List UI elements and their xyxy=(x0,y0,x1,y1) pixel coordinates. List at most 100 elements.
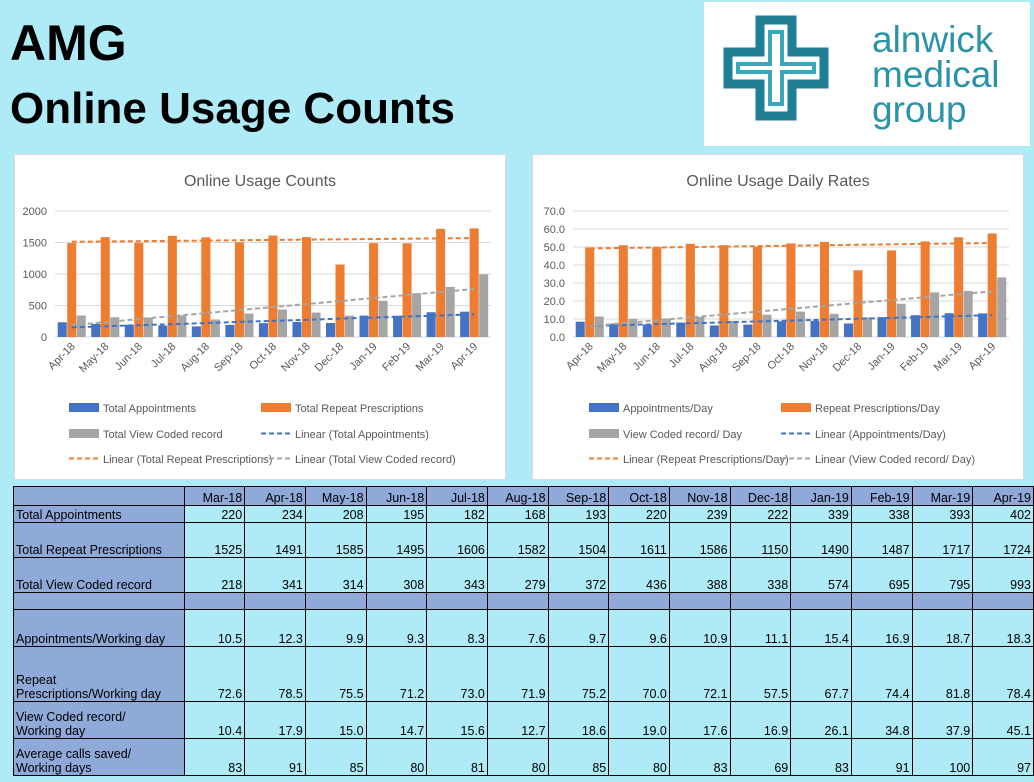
bar xyxy=(709,325,719,337)
table-row: Total Appointments 220 234 208 195 182 168 193 2… xyxy=(13,505,1034,523)
table-cell: 17.9 xyxy=(244,701,306,739)
bar xyxy=(210,319,220,337)
x-tick-label: Mar-19 xyxy=(932,341,965,374)
bar xyxy=(177,315,187,337)
legend-label: Linear (Appointments/Day) xyxy=(815,429,946,441)
table-cell: 308 xyxy=(365,557,428,593)
table-cell: 81 xyxy=(426,738,488,776)
table-cell: 222 xyxy=(729,505,792,523)
row-label: Total Repeat Prescriptions xyxy=(13,522,185,558)
table-cell: 72.6 xyxy=(183,646,246,702)
table-cell: 402 xyxy=(972,505,1034,523)
bar xyxy=(954,237,964,337)
bar xyxy=(460,311,470,337)
bar xyxy=(124,324,134,337)
y-tick-label: 0.0 xyxy=(550,332,565,344)
table-cell: 80 xyxy=(486,738,549,776)
table-cell: 388 xyxy=(668,557,731,593)
legend-swatch xyxy=(589,429,619,438)
x-tick-label: Feb-19 xyxy=(380,341,413,374)
trendline xyxy=(71,313,475,329)
bar xyxy=(277,309,287,337)
table-cell: 1606 xyxy=(426,522,488,558)
table-cell: 695 xyxy=(850,557,913,593)
table-cell: 9.6 xyxy=(608,609,670,647)
x-tick-label: Aug-18 xyxy=(178,341,212,375)
table-cell xyxy=(850,592,913,610)
row-label: Appointments/Working day xyxy=(13,609,185,647)
bar xyxy=(843,323,854,337)
bar xyxy=(676,322,686,337)
bar xyxy=(359,315,369,337)
trendline xyxy=(589,314,993,327)
logo-text: alnwick medical group xyxy=(872,21,1000,128)
bar xyxy=(393,315,403,337)
table-cell: 436 xyxy=(608,557,670,593)
table-cell: 393 xyxy=(911,505,974,523)
bar xyxy=(268,235,278,337)
bar xyxy=(100,237,110,337)
bar xyxy=(436,228,446,337)
legend-label: Linear (Repeat Prescriptions/Day) xyxy=(623,454,789,466)
table-cell: 67.7 xyxy=(790,646,852,702)
table-cell: 91 xyxy=(850,738,913,776)
x-tick-label: Nov-18 xyxy=(797,341,831,375)
y-tick-label: 1000 xyxy=(23,269,47,281)
table-cell: 14.7 xyxy=(365,701,428,739)
bar xyxy=(887,250,897,337)
legend-label: Total View Coded record xyxy=(103,429,223,441)
table-cell xyxy=(608,592,670,610)
x-tick-label: Oct-18 xyxy=(765,341,797,373)
x-tick-label: Jul-18 xyxy=(149,341,179,371)
bar xyxy=(896,303,906,337)
column-header: Oct-18 xyxy=(608,486,670,506)
bar xyxy=(920,241,930,337)
table-cell: 78.5 xyxy=(244,646,306,702)
table-cell: 71.9 xyxy=(486,646,549,702)
y-tick-label: 1500 xyxy=(23,238,47,250)
table-cell: 795 xyxy=(911,557,974,593)
table-cell: 993 xyxy=(972,557,1034,593)
trendline xyxy=(589,290,993,328)
table-row: View Coded record/Working day 10.4 17.9 15.… xyxy=(13,701,1034,739)
table-cell: 343 xyxy=(426,557,488,593)
table-cell: 15.4 xyxy=(790,609,852,647)
legend-label: Linear (Total Repeat Prescriptions) xyxy=(103,454,272,466)
table-cell: 18.3 xyxy=(972,609,1034,647)
row-label: View Coded record/Working day xyxy=(13,701,185,739)
row-label xyxy=(13,592,185,610)
x-tick-label: Sep-18 xyxy=(212,341,246,375)
bar xyxy=(695,317,705,337)
bar xyxy=(987,233,997,337)
y-tick-label: 500 xyxy=(29,301,47,313)
bar xyxy=(642,324,652,337)
table-cell: 74.4 xyxy=(850,646,913,702)
logo-line-2: medical xyxy=(872,54,1000,95)
bar xyxy=(877,317,887,337)
table-cell: 100 xyxy=(911,738,974,776)
table-row: Appointments/Working day 10.5 12.3 9.9 9.3 8.… xyxy=(13,609,1034,647)
table-cell: 1717 xyxy=(911,522,974,558)
trendline xyxy=(71,288,475,327)
column-header: Jul-18 xyxy=(426,486,488,506)
table-cell: 338 xyxy=(850,505,913,523)
chart-title: Online Usage Counts xyxy=(184,173,336,190)
table-row: Total Repeat Prescriptions 1525 1491 1585 14… xyxy=(13,522,1034,558)
table-cell: 1611 xyxy=(608,522,670,558)
table-cell: 193 xyxy=(547,505,610,523)
bar xyxy=(378,300,388,337)
x-tick-label: Apr-19 xyxy=(967,341,999,373)
y-tick-label: 10.0 xyxy=(544,314,565,326)
bar xyxy=(944,313,954,337)
table-cell xyxy=(304,592,367,610)
x-tick-label: Apr-18 xyxy=(564,341,596,373)
table-cell: 11.1 xyxy=(729,609,792,647)
table-cell xyxy=(183,592,246,610)
table-cell: 372 xyxy=(547,557,610,593)
table-cell: 16.9 xyxy=(729,701,792,739)
legend-label: Appointments/Day xyxy=(623,403,713,415)
table-cell: 220 xyxy=(608,505,670,523)
table-cell: 1487 xyxy=(850,522,913,558)
table-cell: 71.2 xyxy=(365,646,428,702)
bar xyxy=(67,243,77,337)
